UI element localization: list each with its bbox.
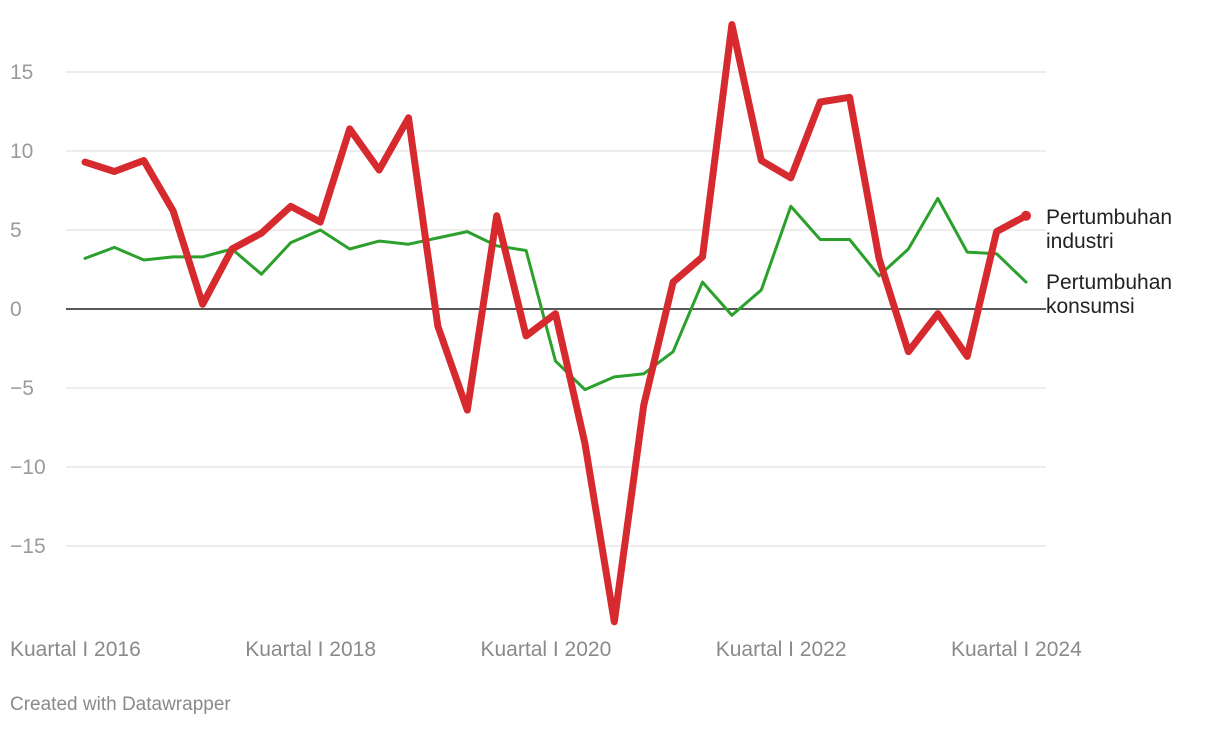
x-tick-label: Kuartal I 2016	[10, 638, 141, 661]
y-tick-label: −15	[10, 535, 46, 558]
y-tick-label: 5	[10, 219, 22, 242]
series-line-konsumsi	[83, 196, 1028, 392]
series-endpoint-industri	[1021, 210, 1031, 221]
y-tick-label: −10	[10, 456, 46, 479]
y-axis-ticks: 15 10 5 0 −5 −10 −15	[10, 61, 46, 558]
x-tick-label: Kuartal I 2024	[951, 638, 1082, 661]
series-label-konsumsi: konsumsi	[1046, 295, 1135, 318]
series-label-industri: industri	[1046, 230, 1114, 253]
x-tick-label: Kuartal I 2020	[481, 638, 612, 661]
x-tick-label: Kuartal I 2022	[716, 638, 847, 661]
y-tick-label: 10	[10, 140, 33, 163]
series-label-industri: Pertumbuhan	[1046, 206, 1172, 229]
x-tick-label: Kuartal I 2018	[245, 638, 376, 661]
series-line-industri	[81, 21, 1030, 626]
y-tick-label: −5	[10, 377, 34, 400]
y-tick-label: 15	[10, 61, 33, 84]
series-lines	[81, 21, 1031, 626]
series-label-konsumsi: Pertumbuhan	[1046, 271, 1172, 294]
datawrapper-credit: Created with Datawrapper	[10, 694, 231, 715]
y-tick-label: 0	[10, 298, 22, 321]
grid-lines	[66, 71, 1046, 547]
x-axis-ticks: Kuartal I 2016 Kuartal I 2018 Kuartal I 20…	[10, 638, 1082, 661]
